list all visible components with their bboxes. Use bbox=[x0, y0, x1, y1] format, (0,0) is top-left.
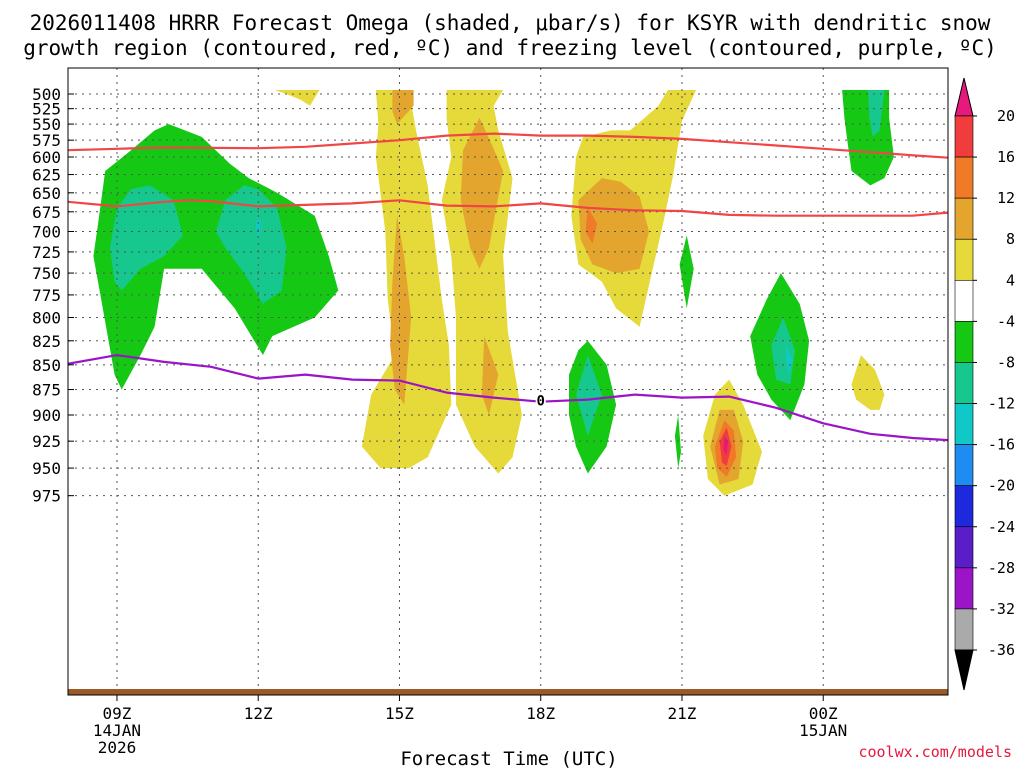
chart-title-line1: 2026011408 HRRR Forecast Omega (shaded, … bbox=[30, 11, 991, 35]
credit-text: coolwx.com/models bbox=[858, 743, 1012, 761]
y-tick-label-625: 625 bbox=[32, 166, 61, 185]
colorbar-bin--20--16 bbox=[954, 444, 974, 486]
omega-shading bbox=[93, 90, 894, 496]
colorbar-label-12: 12 bbox=[997, 189, 1015, 207]
colorbar-label--28: -28 bbox=[988, 559, 1015, 577]
y-tick-label-575: 575 bbox=[32, 131, 61, 150]
omega-region-downward-15z-inner bbox=[392, 90, 414, 125]
colorbar-label-20: 20 bbox=[997, 107, 1015, 125]
chart-title-line2: growth region (contoured, red, ºC) and f… bbox=[23, 36, 997, 60]
colorbar-label--32: -32 bbox=[988, 600, 1015, 618]
omega-region-upward-21z-sliver bbox=[679, 235, 694, 309]
y-tick-label-725: 725 bbox=[32, 243, 61, 262]
colorbar-bin--28--24 bbox=[954, 526, 974, 569]
colorbar-label--20: -20 bbox=[988, 477, 1015, 495]
colorbar-bin--32--28 bbox=[954, 567, 974, 610]
y-tick-label-500: 500 bbox=[32, 85, 61, 104]
x-tick-label-00Z: 00Z bbox=[809, 704, 838, 723]
colorbar-label--16: -16 bbox=[988, 436, 1015, 454]
colorbar-label--24: -24 bbox=[988, 518, 1015, 536]
ground-strip bbox=[68, 689, 948, 695]
colorbar-bin--36--32 bbox=[954, 608, 974, 651]
y-tick-label-675: 675 bbox=[32, 203, 61, 222]
omega-region-downward-19z-core bbox=[585, 207, 598, 244]
x-tick-sublabel-2026: 2026 bbox=[98, 738, 137, 757]
colorbar-label--12: -12 bbox=[988, 395, 1015, 413]
colorbar-bin--16--12 bbox=[954, 403, 974, 445]
line-dendritic-growth-top bbox=[68, 132, 948, 159]
colorbar-label--8: -8 bbox=[997, 353, 1015, 371]
colorbar-over-triangle bbox=[954, 77, 974, 117]
colorbar-bin-16-20 bbox=[954, 115, 974, 158]
contour-label-bg bbox=[535, 392, 546, 408]
omega-region-downward-01z-low bbox=[851, 355, 885, 410]
y-tick-label-650: 650 bbox=[32, 184, 61, 203]
y-tick-label-600: 600 bbox=[32, 148, 61, 167]
omega-region-downward-15z-lower bbox=[390, 215, 412, 405]
x-axis-label: Forecast Time (UTC) bbox=[400, 748, 617, 768]
plot-frame bbox=[67, 67, 949, 696]
colorbar-label--4: -4 bbox=[997, 312, 1015, 330]
contour-labels: 0 bbox=[535, 392, 546, 410]
colorbar-bin--4-4 bbox=[954, 280, 974, 322]
x-tick-sublabel-15JAN: 15JAN bbox=[799, 721, 847, 740]
colorbar-bin-12-16 bbox=[954, 156, 974, 199]
line-freezing-level bbox=[68, 354, 948, 442]
y-tick-label-850: 850 bbox=[32, 356, 61, 375]
colorbar-label-4: 4 bbox=[1006, 271, 1015, 289]
y-tick-label-975: 975 bbox=[32, 487, 61, 506]
colorbar-label--36: -36 bbox=[988, 641, 1015, 659]
y-tick-label-800: 800 bbox=[32, 309, 61, 328]
colorbar-bin-8-12 bbox=[954, 197, 974, 240]
colorbar-under-triangle bbox=[954, 649, 974, 691]
y-tick-label-925: 925 bbox=[32, 432, 61, 451]
colorbar-bin--8--4 bbox=[954, 321, 974, 363]
x-tick-label-21Z: 21Z bbox=[668, 704, 697, 723]
omega-region-downward-17z-lower bbox=[481, 336, 499, 415]
colorbar-bin--24--20 bbox=[954, 485, 974, 528]
colorbar-bin-4-8 bbox=[954, 238, 974, 281]
y-tick-label-750: 750 bbox=[32, 264, 61, 283]
contour-label-0: 0 bbox=[537, 394, 545, 410]
x-tick-label-15Z: 15Z bbox=[385, 704, 414, 723]
y-tick-label-900: 900 bbox=[32, 406, 61, 425]
colorbar-label-16: 16 bbox=[997, 148, 1015, 166]
y-tick-label-550: 550 bbox=[32, 115, 61, 134]
omega-region-downward-19z-inner bbox=[578, 178, 649, 274]
omega-region-upward-01z-inner bbox=[868, 90, 885, 137]
y-tick-label-525: 525 bbox=[32, 100, 61, 119]
colorbar: 20 16 12 8 4 -4 -8 -12 -16 -20 -24 -28 -32 -36 bbox=[954, 77, 1015, 691]
omega-region-upward-01z-outer bbox=[842, 90, 894, 186]
omega-region-upward-1830z-inner bbox=[576, 355, 602, 436]
line-dendritic-growth-bottom bbox=[68, 199, 948, 217]
x-tick-label-09Z: 09Z bbox=[103, 704, 132, 723]
y-tick-label-700: 700 bbox=[32, 223, 61, 242]
y-tick-label-950: 950 bbox=[32, 459, 61, 478]
omega-region-upward-23z-core bbox=[785, 345, 793, 375]
omega-region-upward-09z-inner bbox=[109, 185, 183, 291]
x-tick-label-18Z: 18Z bbox=[526, 704, 555, 723]
omega-region-downward-13z bbox=[274, 90, 320, 106]
contour-lines bbox=[68, 132, 948, 442]
x-tick-sublabel-14JAN: 14JAN bbox=[93, 721, 141, 740]
x-tick-label-12Z: 12Z bbox=[244, 704, 273, 723]
y-tick-label-775: 775 bbox=[32, 286, 61, 305]
y-tick-label-825: 825 bbox=[32, 332, 61, 351]
colorbar-label-8: 8 bbox=[1006, 230, 1015, 248]
colorbar-bin--12--8 bbox=[954, 362, 974, 404]
omega-region-upward-12z-inner bbox=[215, 185, 287, 304]
y-tick-label-875: 875 bbox=[32, 381, 61, 400]
omega-region-upward-12z-core bbox=[255, 215, 261, 236]
